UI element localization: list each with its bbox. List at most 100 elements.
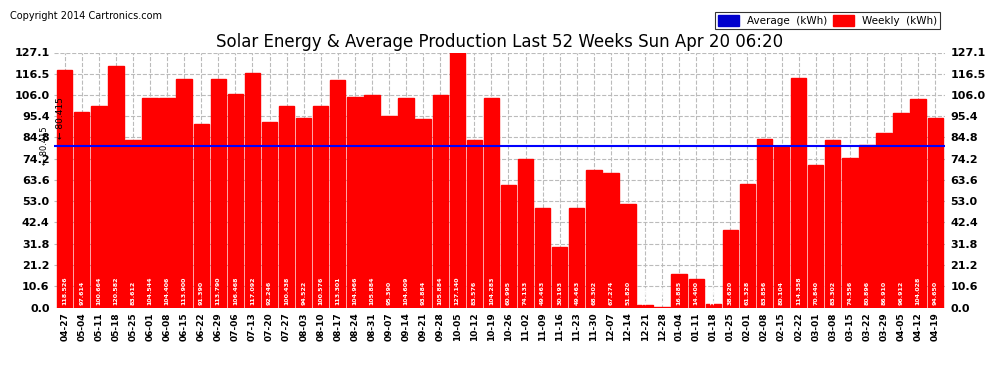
Bar bbox=[876, 133, 892, 308]
Text: 104.609: 104.609 bbox=[404, 277, 409, 306]
Text: 51.820: 51.820 bbox=[626, 281, 631, 306]
Text: 104.544: 104.544 bbox=[148, 277, 152, 306]
Bar bbox=[416, 119, 431, 308]
Text: 96.912: 96.912 bbox=[899, 281, 904, 306]
Text: ← 80.415: ← 80.415 bbox=[56, 97, 65, 139]
Text: 113.301: 113.301 bbox=[336, 277, 341, 306]
Bar bbox=[433, 95, 447, 308]
Text: 113.790: 113.790 bbox=[216, 277, 221, 306]
Text: 104.966: 104.966 bbox=[352, 277, 357, 306]
Text: 1.053: 1.053 bbox=[643, 286, 647, 306]
Text: 80.896: 80.896 bbox=[864, 281, 869, 306]
Text: 83.856: 83.856 bbox=[762, 281, 767, 306]
Bar bbox=[211, 79, 226, 308]
Text: 113.900: 113.900 bbox=[182, 277, 187, 306]
Text: 68.302: 68.302 bbox=[591, 281, 596, 306]
Text: 1.752: 1.752 bbox=[711, 286, 716, 306]
Bar bbox=[245, 73, 260, 308]
Text: 83.576: 83.576 bbox=[472, 281, 477, 306]
Text: 94.650: 94.650 bbox=[933, 281, 938, 306]
Bar bbox=[466, 140, 482, 308]
Text: 74.556: 74.556 bbox=[847, 281, 852, 306]
Text: 97.614: 97.614 bbox=[79, 281, 84, 306]
Bar bbox=[911, 99, 926, 308]
Text: 83.302: 83.302 bbox=[831, 281, 836, 306]
Text: 104.028: 104.028 bbox=[916, 277, 921, 306]
Text: 67.274: 67.274 bbox=[609, 281, 614, 306]
Text: 86.910: 86.910 bbox=[881, 281, 886, 306]
Text: 105.884: 105.884 bbox=[369, 277, 374, 306]
Text: 30.193: 30.193 bbox=[557, 281, 562, 306]
Text: 106.468: 106.468 bbox=[233, 277, 238, 306]
Text: 49.463: 49.463 bbox=[541, 281, 545, 306]
Bar bbox=[825, 140, 841, 308]
Bar bbox=[176, 79, 192, 308]
Text: 14.400: 14.400 bbox=[694, 282, 699, 306]
Bar bbox=[586, 171, 602, 308]
Bar bbox=[501, 185, 516, 308]
Text: 92.246: 92.246 bbox=[267, 281, 272, 306]
Bar bbox=[621, 204, 636, 308]
Bar bbox=[603, 172, 619, 308]
Bar bbox=[449, 53, 465, 308]
Bar bbox=[398, 98, 414, 308]
Bar bbox=[91, 105, 107, 308]
Bar bbox=[330, 80, 346, 308]
Text: 95.390: 95.390 bbox=[386, 281, 391, 306]
Bar bbox=[689, 279, 704, 308]
Bar bbox=[859, 145, 874, 308]
Bar bbox=[381, 116, 397, 308]
Bar bbox=[518, 159, 534, 308]
Bar bbox=[159, 98, 175, 308]
Text: 61.328: 61.328 bbox=[744, 281, 750, 306]
Bar bbox=[261, 122, 277, 308]
Bar bbox=[808, 165, 824, 308]
Bar bbox=[484, 98, 499, 308]
Bar bbox=[791, 78, 806, 308]
Text: 80.104: 80.104 bbox=[779, 282, 784, 306]
Text: 60.995: 60.995 bbox=[506, 281, 511, 306]
Bar bbox=[928, 118, 942, 308]
Text: Copyright 2014 Cartronics.com: Copyright 2014 Cartronics.com bbox=[10, 11, 162, 21]
Text: ← 80.415: ← 80.415 bbox=[40, 127, 49, 165]
Text: 117.092: 117.092 bbox=[249, 277, 255, 306]
Bar bbox=[756, 139, 772, 308]
Text: 104.283: 104.283 bbox=[489, 277, 494, 306]
Text: 16.885: 16.885 bbox=[677, 281, 682, 306]
Bar bbox=[279, 106, 294, 307]
Bar bbox=[74, 112, 89, 308]
Bar bbox=[893, 113, 909, 308]
Title: Solar Energy & Average Production Last 52 Weeks Sun Apr 20 06:20: Solar Energy & Average Production Last 5… bbox=[217, 33, 783, 51]
Text: 120.582: 120.582 bbox=[114, 277, 119, 306]
Text: 93.884: 93.884 bbox=[421, 281, 426, 306]
Bar bbox=[723, 230, 739, 308]
Text: 94.522: 94.522 bbox=[301, 281, 306, 306]
Text: 74.133: 74.133 bbox=[523, 281, 528, 306]
Bar bbox=[706, 304, 721, 307]
Bar bbox=[774, 147, 789, 308]
Bar bbox=[638, 305, 652, 308]
Bar bbox=[364, 95, 379, 308]
Bar bbox=[194, 124, 209, 308]
Bar bbox=[228, 94, 244, 308]
Legend: Average  (kWh), Weekly  (kWh): Average (kWh), Weekly (kWh) bbox=[715, 12, 940, 29]
Text: 0.492: 0.492 bbox=[659, 286, 664, 306]
Bar bbox=[296, 118, 311, 308]
Bar bbox=[569, 208, 584, 308]
Bar bbox=[126, 140, 141, 308]
Text: 70.840: 70.840 bbox=[813, 282, 818, 306]
Bar bbox=[57, 70, 72, 308]
Bar bbox=[842, 158, 857, 308]
Text: 83.612: 83.612 bbox=[131, 281, 136, 306]
Text: 114.358: 114.358 bbox=[796, 277, 801, 306]
Bar bbox=[143, 98, 157, 308]
Bar bbox=[108, 66, 124, 308]
Text: 104.406: 104.406 bbox=[164, 277, 169, 306]
Text: 100.664: 100.664 bbox=[96, 277, 101, 306]
Text: 91.390: 91.390 bbox=[199, 281, 204, 306]
Bar bbox=[347, 97, 362, 308]
Text: 127.140: 127.140 bbox=[454, 277, 459, 306]
Text: 49.463: 49.463 bbox=[574, 281, 579, 306]
Text: 100.438: 100.438 bbox=[284, 277, 289, 306]
Bar bbox=[740, 184, 755, 308]
